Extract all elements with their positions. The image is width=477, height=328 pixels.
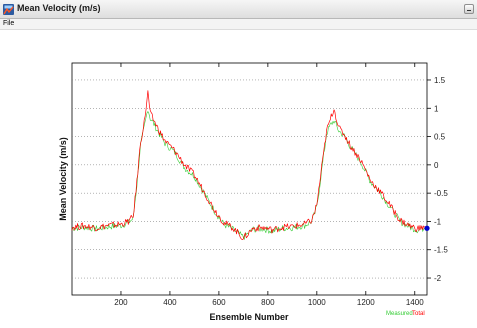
- grid-lines: [72, 79, 427, 279]
- menu-bar: File: [0, 19, 477, 30]
- legend-label-total: Total: [412, 311, 425, 317]
- x-tick-label-0: 200: [114, 298, 128, 307]
- window-titlebar: Mean Velocity (m/s): [0, 0, 477, 19]
- y-tick-label-6: -1.5: [434, 246, 448, 255]
- y-tick-label-7: -2: [434, 274, 442, 283]
- minimize-icon[interactable]: [464, 4, 474, 14]
- x-tick-label-3: 800: [261, 298, 275, 307]
- x-tick-label-6: 1400: [406, 298, 424, 307]
- x-tick-label-1: 400: [163, 298, 177, 307]
- y-tick-label-3: 0: [434, 161, 439, 170]
- x-axis-label: Ensemble Number: [209, 312, 289, 322]
- tick-layer: 1.5 1 0.5 0 -0.5 -1 -1.5 -2 200 400 600 800 1000 1200…: [114, 63, 448, 307]
- legend-label-measured: Measured: [386, 311, 413, 317]
- end-point-marker: [424, 225, 430, 231]
- x-tick-label-2: 600: [212, 298, 226, 307]
- series-layer: [71, 90, 430, 240]
- x-tick-label-4: 1000: [308, 298, 326, 307]
- x-tick-label-5: 1200: [357, 298, 375, 307]
- y-tick-label-0: 1.5: [434, 76, 446, 85]
- y-tick-label-2: 0.5: [434, 133, 446, 142]
- plot-area: [71, 62, 428, 296]
- window-title: Mean Velocity (m/s): [17, 3, 101, 13]
- y-tick-label-4: -0.5: [434, 189, 448, 198]
- y-tick-label-1: 1: [434, 104, 439, 113]
- matlab-figure-icon: [3, 4, 14, 15]
- series-line-total: [71, 90, 425, 240]
- menu-item-file[interactable]: File: [3, 20, 15, 27]
- y-axis-label: Mean Velocity (m/s): [58, 137, 68, 221]
- y-tick-label-5: -1: [434, 217, 442, 226]
